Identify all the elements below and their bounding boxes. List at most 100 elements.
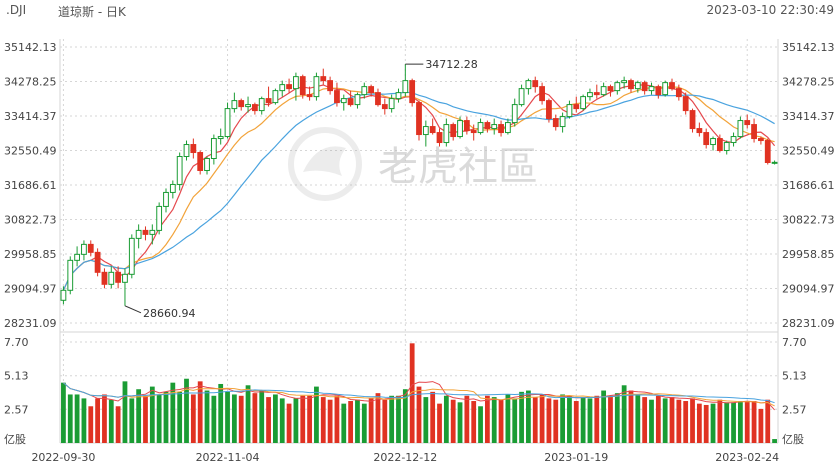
volume-bar [457, 402, 463, 443]
volume-bar [498, 399, 504, 443]
volume-bar [334, 395, 340, 443]
candle [758, 136, 764, 145]
candle [74, 246, 80, 267]
candle-body [163, 191, 169, 207]
volume-bar [389, 395, 395, 443]
candle-body [436, 132, 443, 144]
candle [375, 88, 381, 107]
candle-body [245, 104, 251, 108]
candle-body [210, 138, 217, 160]
price-tick-label-left: 29958.85 [4, 248, 57, 261]
candle-body [457, 120, 463, 138]
candle-body [669, 82, 675, 90]
candle [108, 266, 115, 289]
candle [409, 78, 416, 107]
candle-body [662, 82, 669, 96]
volume-bar [314, 386, 319, 443]
candle-body [354, 94, 361, 106]
candle-body [655, 86, 662, 96]
candle [546, 98, 552, 123]
volume-bar [608, 395, 613, 443]
volume-bar [225, 391, 230, 443]
candle-body [265, 98, 272, 104]
candle [67, 256, 74, 295]
price-tick-label-right: 31686.61 [782, 179, 835, 192]
candle [716, 134, 723, 153]
tiger-logo-icon [288, 127, 362, 201]
candle-body [409, 80, 416, 104]
volume-bar [484, 395, 490, 443]
candle-body [320, 76, 327, 82]
candle [422, 120, 429, 147]
candle [525, 78, 532, 95]
candle-body [101, 271, 108, 285]
low-marker-line [124, 305, 142, 314]
volume-bar [293, 398, 299, 443]
volume-bar [539, 394, 545, 443]
candle [327, 76, 333, 95]
volume-bar [573, 401, 579, 443]
candle-body [682, 96, 689, 112]
candle [429, 118, 436, 135]
candle-body [463, 120, 470, 132]
candle [655, 84, 662, 99]
volume-tick-label-left: 5.13 [4, 370, 29, 383]
candle [361, 82, 368, 99]
candle-body [334, 90, 340, 104]
volume-bar [437, 403, 442, 443]
candle-body [361, 86, 368, 96]
candle [190, 138, 197, 159]
volume-bar [601, 390, 607, 443]
volume-bar [642, 397, 648, 443]
volume-bar [628, 390, 634, 443]
candle-body [122, 273, 128, 283]
candle [306, 86, 313, 101]
candle [395, 88, 402, 103]
candle-body [286, 84, 292, 90]
candle [498, 120, 504, 137]
volume-bar [95, 398, 101, 443]
candle-body [156, 205, 163, 231]
volume-bar [245, 385, 251, 443]
candle [197, 150, 204, 175]
volume-bar [286, 403, 292, 443]
volume-bar [464, 395, 470, 443]
volume-bar [115, 406, 121, 443]
volume-tick-label-left: 亿股 [4, 433, 26, 446]
volume-tick-label-right: 亿股 [782, 433, 804, 446]
volume-bar [423, 397, 429, 443]
candle-body [74, 253, 80, 261]
candle [313, 72, 320, 101]
volume-bar [580, 397, 586, 443]
volume-bar [252, 393, 258, 443]
candle-body [272, 90, 279, 104]
candle [573, 96, 580, 113]
candle-body [142, 229, 149, 235]
candle [204, 156, 210, 175]
candle-body [190, 144, 197, 154]
candle [416, 100, 422, 141]
candle-body [634, 82, 641, 90]
volume-bar [731, 402, 736, 443]
volume-bar [655, 395, 661, 443]
candle [463, 116, 470, 135]
volume-bar [765, 399, 771, 443]
candle-body [306, 94, 313, 98]
candle-body [758, 138, 764, 142]
volume-bar [443, 395, 449, 443]
candle-body [429, 126, 436, 134]
candle [484, 120, 491, 133]
candle [682, 92, 689, 115]
volume-bar [177, 391, 183, 443]
candle [491, 118, 498, 135]
candle [81, 240, 87, 261]
candle-body [422, 126, 429, 136]
candle [470, 124, 477, 141]
candle [730, 132, 737, 147]
candle-body [395, 92, 402, 100]
candle-body [675, 88, 682, 98]
candle [354, 92, 361, 109]
volume-bar [546, 398, 552, 443]
volume-bar [184, 378, 189, 443]
candle [436, 128, 443, 147]
